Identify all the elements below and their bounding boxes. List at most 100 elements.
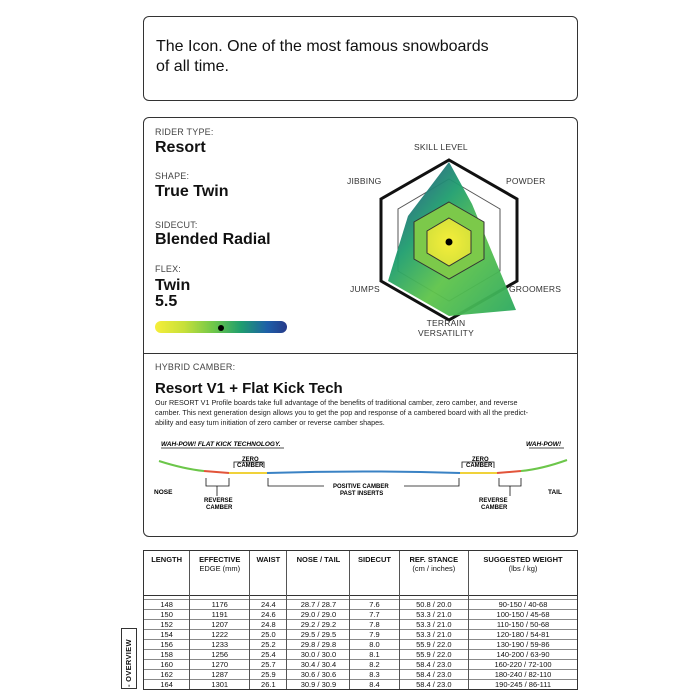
table-cell: 1256 — [189, 648, 251, 659]
table-cell: 1207 — [189, 618, 251, 629]
wah-pow-right-label: WAH-POW! — [526, 441, 562, 448]
overview-tab[interactable]: - OVERVIEW — [121, 628, 137, 689]
table-body: 148 1176 24.4 28.7 / 28.7 7.6 50.8 / 20.0 90-1… — [144, 594, 577, 689]
table-header-text: NOSE / TAIL — [296, 555, 341, 564]
table-header-cell: REF. STANCE (cm / inches) — [399, 551, 470, 595]
table-header-cell: SIDECUT — [349, 551, 400, 595]
table-cell: 26.1 — [249, 678, 288, 689]
radar-label-jibbing: JIBBING — [347, 176, 382, 186]
table-cell: 160 — [144, 658, 191, 669]
table-header-text: (cm / inches) — [412, 564, 456, 573]
table-cell: 30.6 / 30.6 — [286, 668, 351, 679]
reverse-camber-left-label: REVERSE — [204, 498, 233, 504]
table-cell: 29.2 / 29.2 — [286, 618, 351, 629]
table-cell: 1176 — [189, 598, 251, 609]
size-spec-table: LENGTH EFFECTIVE EDGE (mm) WAIST NOSE / TAIL… — [143, 550, 578, 690]
sidecut-value: Blended Radial — [155, 231, 271, 248]
table-row: 162 1287 25.9 30.6 / 30.6 8.3 58.4 / 23.0 180-… — [144, 668, 577, 679]
table-cell: 158 — [144, 648, 191, 659]
section-divider — [144, 353, 577, 354]
table-cell: 29.5 / 29.5 — [286, 628, 351, 639]
table-header-cell: SUGGESTED WEIGHT (lbs / kg) — [469, 551, 577, 595]
table-cell: 1287 — [189, 668, 251, 679]
table-cell: 190-245 / 86-111 — [468, 678, 577, 689]
table-row: 156 1233 25.2 29.8 / 29.8 8.0 55.9 / 22.0 130-… — [144, 638, 577, 649]
nose-label: NOSE — [154, 489, 173, 496]
board-tail-kick — [520, 459, 568, 472]
table-cell: 130-190 / 59-86 — [468, 638, 577, 649]
table-row: 152 1207 24.8 29.2 / 29.2 7.8 53.3 / 21.0 110-… — [144, 618, 577, 629]
flex-rating: 5.5 — [155, 293, 178, 310]
sidecut-label: SIDECUT: — [155, 220, 198, 230]
positive-camber-label2: PAST INSERTS — [340, 491, 383, 497]
tail-label: TAIL — [548, 489, 562, 496]
table-cell: 58.4 / 23.0 — [399, 668, 470, 679]
table-cell: 1301 — [189, 678, 251, 689]
radar-label-jumps: JUMPS — [350, 284, 380, 294]
table-cell: 25.9 — [249, 668, 288, 679]
table-cell: 58.4 / 23.0 — [399, 658, 470, 669]
table-cell: 1270 — [189, 658, 251, 669]
table-cell: 156 — [144, 638, 191, 649]
table-cell: 120-180 / 54-81 — [468, 628, 577, 639]
table-cell: 148 — [144, 598, 191, 609]
table-row: 148 1176 24.4 28.7 / 28.7 7.6 50.8 / 20.0 90-1… — [144, 598, 577, 609]
table-cell: 28.7 / 28.7 — [286, 598, 351, 609]
table-header-text: EFFECTIVE — [199, 555, 241, 564]
table-cell: 164 — [144, 678, 191, 689]
table-cell: 24.6 — [249, 608, 288, 619]
table-row: 154 1222 25.0 29.5 / 29.5 7.9 53.3 / 21.0 120-… — [144, 628, 577, 639]
table-header-text: LENGTH — [151, 555, 183, 564]
table-spacer-cell — [286, 594, 351, 599]
table-cell: 1222 — [189, 628, 251, 639]
rider-type-label: RIDER TYPE: — [155, 127, 214, 137]
table-cell: 29.0 / 29.0 — [286, 608, 351, 619]
radar-label-powder: POWDER — [506, 176, 546, 186]
specs-card: RIDER TYPE: Resort SHAPE: True Twin SIDE… — [143, 117, 578, 537]
table-cell: 24.8 — [249, 618, 288, 629]
board-positive-camber — [266, 470, 461, 474]
table-cell: 180-240 / 82-110 — [468, 668, 577, 679]
table-cell: 25.4 — [249, 648, 288, 659]
table-cell: 55.9 / 22.0 — [399, 648, 470, 659]
spec-table: LENGTH EFFECTIVE EDGE (mm) WAIST NOSE / TAIL… — [144, 551, 577, 689]
table-cell: 58.4 / 23.0 — [399, 678, 470, 689]
radar-center-dot — [445, 238, 453, 246]
table-cell: 152 — [144, 618, 191, 629]
table-cell: 25.7 — [249, 658, 288, 669]
table-row: 160 1270 25.7 30.4 / 30.4 8.2 58.4 / 23.0 160-… — [144, 658, 577, 669]
board-nose-kick — [158, 460, 205, 472]
reverse-camber-right-label: REVERSE — [479, 498, 508, 504]
table-cell: 150 — [144, 608, 191, 619]
board-reverse-left — [203, 470, 230, 474]
radar-label-groomers: GROOMERS — [509, 284, 562, 294]
table-cell: 30.9 / 30.9 — [286, 678, 351, 689]
table-cell: 8.2 — [349, 658, 400, 669]
table-cell: 1191 — [189, 608, 251, 619]
camber-desc-line2: camber. This next generation design allo… — [155, 408, 529, 417]
radar-label-terrain-line2: VERSATILITY — [418, 328, 474, 338]
radar-label-terrain-versatility: TERRAIN VERSATILITY — [414, 318, 478, 338]
table-cell: 154 — [144, 628, 191, 639]
table-header-text: SUGGESTED WEIGHT — [483, 555, 563, 564]
table-cell: 8.4 — [349, 678, 400, 689]
radar-label-skill-level: SKILL LEVEL — [414, 142, 468, 152]
zero-camber-right-label: ZERO — [472, 457, 489, 463]
table-header-text: WAIST — [256, 555, 281, 564]
zero-camber-left-label: ZERO — [242, 457, 259, 463]
table-header-row: LENGTH EFFECTIVE EDGE (mm) WAIST NOSE / TAIL… — [144, 551, 577, 595]
table-header-cell: LENGTH — [144, 551, 191, 595]
table-spacer-cell — [249, 594, 288, 599]
table-cell: 8.0 — [349, 638, 400, 649]
table-cell: 162 — [144, 668, 191, 679]
zero-camber-left-label2: CAMBER — [237, 463, 264, 469]
camber-profile-diagram: WAH-POW! FLAT KICK TECHNOLOGY. WAH-POW! … — [154, 441, 568, 511]
table-cell: 30.4 / 30.4 — [286, 658, 351, 669]
table-cell: 24.4 — [249, 598, 288, 609]
table-row: 158 1256 25.4 30.0 / 30.0 8.1 55.9 / 22.0 140-… — [144, 648, 577, 659]
shape-label: SHAPE: — [155, 171, 190, 181]
camber-desc-line3: ability and easy turn initiation of zero… — [155, 418, 385, 427]
table-spacer-cell — [468, 594, 577, 599]
camber-label: HYBRID CAMBER: — [155, 362, 236, 372]
table-cell: 160-220 / 72-100 — [468, 658, 577, 669]
